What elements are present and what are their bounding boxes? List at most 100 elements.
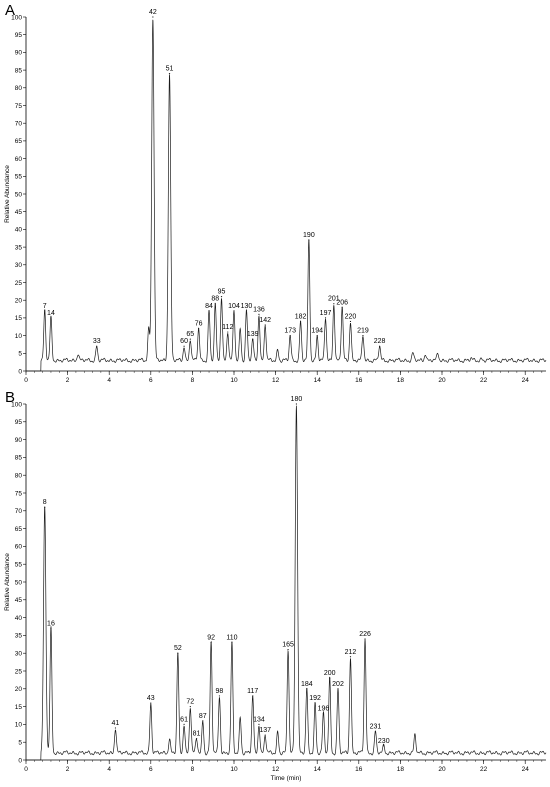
- peak-point: [324, 317, 327, 319]
- x-tick-label: 8: [191, 377, 195, 384]
- y-tick-label: 40: [15, 227, 23, 234]
- peak-label: 60: [180, 338, 188, 345]
- peak-point: [364, 638, 366, 640]
- peak-label: 117: [247, 688, 258, 695]
- peak-point: [341, 306, 343, 308]
- peak-label: 139: [247, 331, 259, 338]
- y-tick-label: 50: [15, 579, 23, 586]
- x-tick-label: 18: [397, 766, 405, 773]
- peak-label: 95: [218, 289, 226, 296]
- y-tick-label: 60: [15, 156, 23, 163]
- x-tick-label: 22: [480, 377, 488, 384]
- y-tick-label: 50: [15, 191, 23, 198]
- peak-point: [322, 713, 325, 715]
- y-tick-label: 0: [18, 757, 22, 764]
- peak-point: [252, 338, 254, 340]
- peak-point: [289, 335, 291, 337]
- x-tick-label: 4: [107, 766, 111, 773]
- x-tick-label: 0: [24, 377, 28, 384]
- peak-label: 212: [345, 649, 357, 656]
- peak-label: 14: [47, 310, 55, 317]
- y-tick-label: 75: [15, 490, 23, 497]
- peak-point: [168, 73, 171, 75]
- peak-point: [231, 641, 233, 644]
- x-tick-label: 14: [314, 377, 322, 384]
- x-tick-label: 4: [107, 377, 111, 384]
- peak-label: 81: [193, 731, 201, 738]
- peak-point: [177, 652, 179, 654]
- peak-label: 206: [336, 299, 348, 306]
- y-tick-label: 5: [18, 351, 22, 358]
- peak-point: [314, 702, 316, 704]
- x-tick-label: 22: [480, 766, 488, 773]
- y-tick-label: 10: [15, 722, 23, 729]
- peak-point: [210, 641, 212, 644]
- x-tick-label: 2: [66, 377, 70, 384]
- y-tick-label: 55: [15, 562, 23, 569]
- peak-point: [150, 702, 152, 704]
- peak-label: 180: [291, 396, 303, 403]
- y-tick-label: 60: [15, 544, 23, 551]
- peak-point: [202, 720, 204, 722]
- peak-label: 104: [228, 303, 240, 310]
- peak-label: 136: [253, 306, 265, 313]
- y-tick-label: 80: [15, 85, 23, 92]
- peak-point: [308, 239, 310, 241]
- peak-label: 41: [112, 720, 120, 727]
- y-tick-label: 30: [15, 651, 23, 658]
- y-tick-label: 95: [15, 32, 23, 39]
- x-tick-label: 6: [149, 377, 153, 384]
- peak-label: 72: [186, 699, 194, 706]
- peak-point: [383, 745, 385, 747]
- chromatogram-trace: [26, 405, 547, 761]
- peak-point: [220, 296, 223, 298]
- peak-label: 194: [311, 328, 323, 335]
- peak-label: 84: [205, 303, 213, 310]
- peak-point: [50, 627, 52, 629]
- y-tick-label: 15: [15, 704, 23, 711]
- y-tick-label: 55: [15, 174, 23, 181]
- peak-label: 92: [207, 635, 215, 642]
- y-tick-label: 5: [18, 740, 22, 747]
- peak-point: [218, 695, 221, 697]
- y-tick-label: 85: [15, 455, 23, 462]
- y-tick-label: 25: [15, 280, 23, 287]
- y-tick-label: 80: [15, 473, 23, 480]
- peak-point: [337, 688, 339, 690]
- y-tick-label: 75: [15, 103, 23, 110]
- y-tick-label: 45: [15, 597, 23, 604]
- peak-label: 202: [332, 681, 344, 688]
- peak-point: [114, 727, 117, 729]
- y-tick-label: 20: [15, 298, 23, 305]
- peak-label: 65: [186, 331, 194, 338]
- peak-label: 190: [303, 232, 315, 239]
- x-tick-label: 20: [438, 377, 446, 384]
- peak-point: [198, 327, 200, 330]
- x-tick-label: 6: [149, 766, 153, 773]
- peak-point: [264, 734, 266, 736]
- y-tick-label: 45: [15, 209, 23, 216]
- x-tick-label: 2: [66, 766, 70, 773]
- peak-point: [306, 688, 308, 690]
- y-tick-label: 90: [15, 50, 23, 57]
- peak-label: 98: [216, 688, 224, 695]
- peak-label: 201: [328, 296, 340, 303]
- peak-label: 61: [180, 716, 188, 723]
- x-tick-label: 10: [230, 377, 238, 384]
- peak-label: 130: [241, 303, 253, 310]
- peak-label: 182: [295, 313, 307, 320]
- x-tick-label: 8: [191, 766, 195, 773]
- peak-point: [258, 723, 260, 726]
- x-tick-label: 12: [272, 377, 280, 384]
- peak-point: [333, 303, 335, 305]
- x-tick-label: 16: [355, 377, 363, 384]
- peak-point: [208, 310, 210, 312]
- y-tick-label: 65: [15, 526, 23, 533]
- y-tick-label: 10: [15, 333, 23, 340]
- peak-label: 42: [149, 9, 157, 16]
- y-tick-label: 15: [15, 315, 23, 322]
- peak-label: 110: [226, 635, 237, 642]
- peak-point: [379, 345, 381, 347]
- peak-label: 7: [43, 303, 47, 310]
- peak-label: 226: [359, 631, 371, 638]
